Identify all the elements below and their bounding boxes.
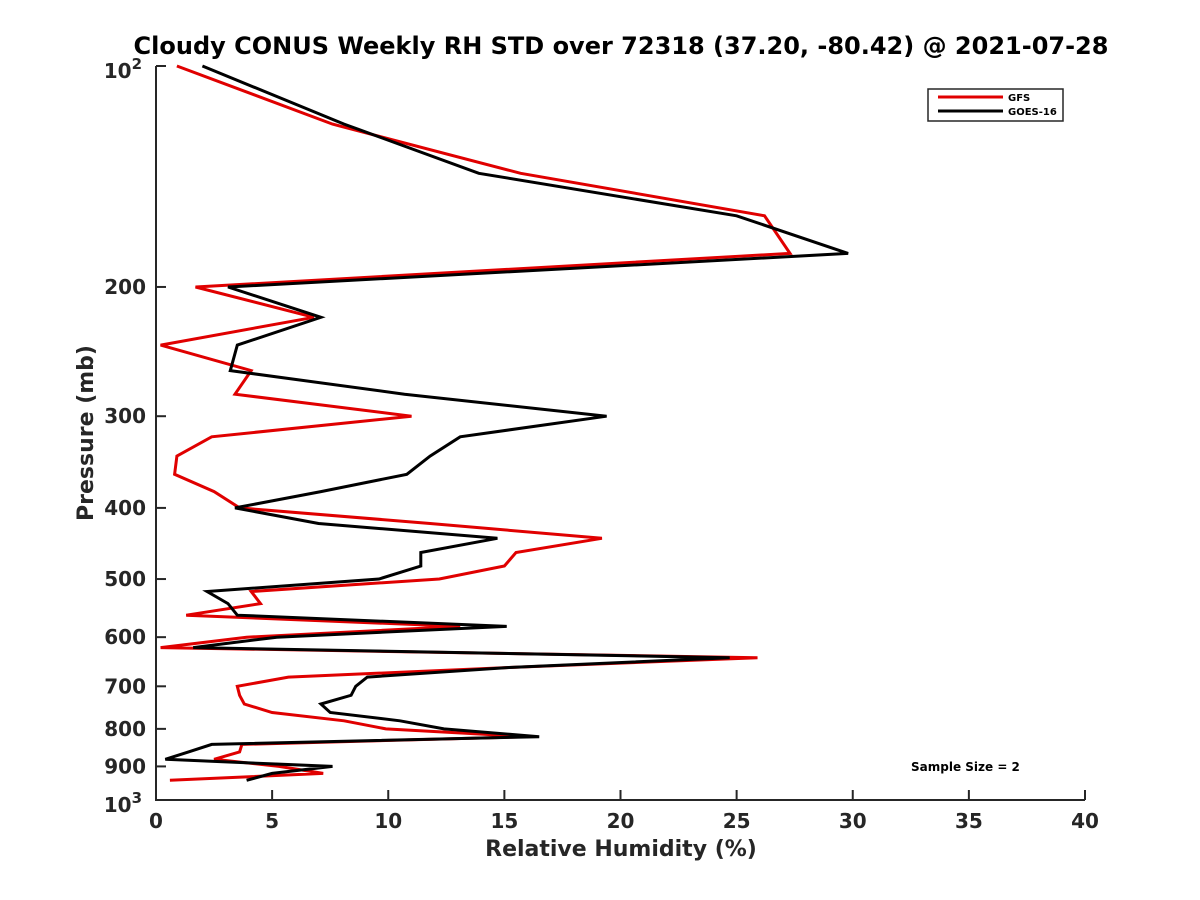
- y-tick-label: 300: [104, 404, 146, 428]
- x-axis-label: Relative Humidity (%): [485, 837, 757, 862]
- series-line-gfs: [160, 64, 793, 782]
- y-tick-label: 700: [104, 674, 146, 698]
- y-ticks: 102 200 300 400 500 600 700 800 900 103: [104, 55, 166, 817]
- y-axis-label: Pressure (mb): [74, 345, 99, 521]
- x-tick-label: 40: [1071, 809, 1099, 833]
- x-tick-label: 15: [490, 809, 518, 833]
- series-line-goes16: [164, 64, 849, 782]
- sample-size-annotation: Sample Size = 2: [911, 760, 1020, 774]
- y-tick-label: 800: [104, 717, 146, 741]
- x-tick-label: 5: [265, 809, 279, 833]
- x-tick-label: 10: [374, 809, 402, 833]
- y-tick-label: 400: [104, 496, 146, 520]
- y-tick-label: 600: [104, 625, 146, 649]
- legend: GFS GOES-16: [927, 88, 1064, 122]
- x-tick-label: 35: [955, 809, 983, 833]
- legend-box: [927, 88, 1064, 122]
- x-tick-label: 20: [607, 809, 635, 833]
- y-tick-label: 102: [104, 55, 142, 83]
- series-layer: [160, 64, 849, 782]
- legend-label-goes16: GOES-16: [1008, 107, 1057, 118]
- y-tick-label: 500: [104, 567, 146, 591]
- y-tick-label: 900: [104, 754, 146, 778]
- x-tick-label: 25: [723, 809, 751, 833]
- x-ticks: 0 5 10 15 20 25 30 35 40: [149, 790, 1099, 833]
- y-tick-label: 200: [104, 275, 146, 299]
- chart-title: Cloudy CONUS Weekly RH STD over 72318 (3…: [134, 32, 1109, 60]
- x-tick-label: 30: [839, 809, 867, 833]
- y-tick-label: 103: [104, 789, 142, 817]
- x-tick-label: 0: [149, 809, 163, 833]
- legend-label-gfs: GFS: [1008, 93, 1030, 104]
